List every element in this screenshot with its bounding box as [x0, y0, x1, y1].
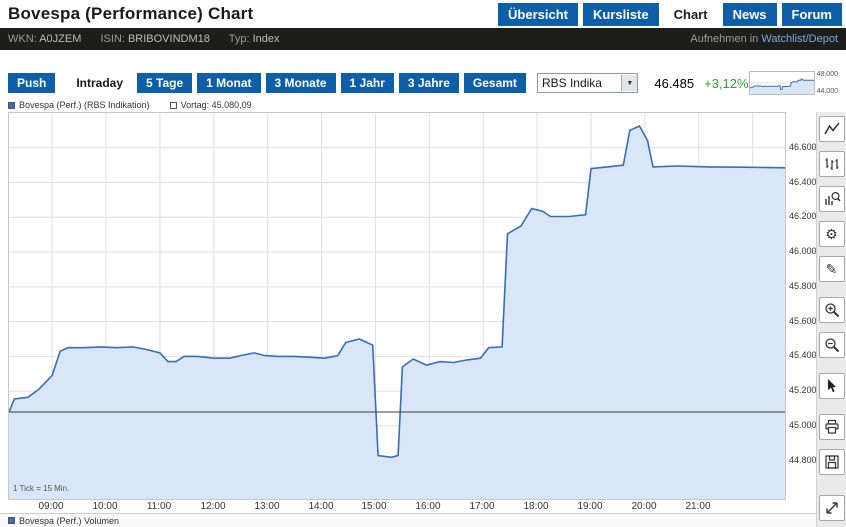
chart-analysis-button[interactable] [818, 186, 845, 212]
page-title: Bovespa (Performance) Chart [8, 4, 254, 23]
y-tick-label: 46.400 [789, 177, 817, 187]
y-tick-label: 46.000 [789, 246, 817, 256]
y-tick-label: 45.000 [789, 420, 817, 430]
wkn-value: A0JZEM [39, 33, 82, 45]
x-tick-label: 19:00 [577, 501, 603, 512]
zoom-out-icon [824, 338, 839, 353]
infobar: WKN: A0JZEM ISIN: BRIBOVINDM18 Typ: Inde… [0, 28, 846, 50]
settings-button[interactable]: ⚙ [818, 221, 845, 247]
line-chart-type-button[interactable] [818, 116, 845, 142]
chart-tool-sidebar: ⚙ ✎ [816, 112, 846, 527]
range-5-tage[interactable]: 5 Tage [137, 73, 193, 93]
isin-value: BRIBOVINDM18 [127, 33, 210, 45]
y-tick-label: 46.600 [789, 142, 817, 152]
x-tick-label: 12:00 [200, 501, 226, 512]
tab-news[interactable]: News [722, 2, 777, 26]
x-tick-label: 14:00 [308, 501, 334, 512]
x-tick-label: 21:00 [685, 501, 711, 512]
sparkline-low-label: 44.000 [816, 88, 838, 95]
isin-label: ISIN: [100, 33, 125, 45]
indicator-select-value: RBS Indika [541, 76, 602, 90]
draw-icon: ✎ [825, 261, 838, 277]
volume-legend: Bovespa (Perf.) Volumen [0, 513, 816, 527]
gear-icon: ⚙ [825, 226, 838, 242]
y-tick-label: 46.200 [789, 211, 817, 221]
range-3-jahre[interactable]: 3 Jahre [398, 73, 459, 93]
prev-close-label: Vortag: 45.080,09 [180, 100, 252, 110]
watchlist-prefix: Aufnehmen in [690, 33, 759, 45]
fullscreen-button[interactable] [818, 495, 845, 521]
cursor-mode-button[interactable] [818, 373, 845, 399]
price-change: +3,12% [704, 75, 749, 91]
volume-swatch [8, 517, 15, 524]
y-tick-label: 44.800 [789, 455, 817, 465]
header: Bovespa (Performance) Chart Übersicht Kur… [0, 0, 846, 28]
y-axis: 44.800 45.000 45.200 45.400 45.600 45.800 46.0… [789, 112, 817, 500]
ohlc-chart-icon [825, 158, 838, 170]
typ-value: Index [252, 33, 280, 45]
zoom-in-icon [824, 303, 839, 318]
prev-close-swatch [169, 101, 177, 109]
tab-chart[interactable]: Chart [663, 2, 718, 26]
save-icon [824, 455, 839, 469]
tab--bersicht[interactable]: Übersicht [498, 2, 578, 26]
x-tick-label: 15:00 [361, 501, 387, 512]
y-tick-label: 45.200 [789, 385, 817, 395]
save-button[interactable] [818, 449, 845, 475]
draw-tool-button[interactable]: ✎ [818, 256, 845, 282]
sparkline-labels: 48.000 44.000 [817, 71, 838, 95]
range-gesamt[interactable]: Gesamt [463, 73, 526, 93]
main-chart[interactable]: 1 Tick = 15 Min. [8, 112, 786, 500]
print-icon [824, 419, 839, 434]
zoom-in-button[interactable] [818, 297, 845, 323]
ohlc-chart-type-button[interactable] [818, 151, 845, 177]
x-tick-label: 16:00 [415, 501, 441, 512]
indicator-select[interactable]: RBS Indika ▼ [536, 73, 639, 93]
x-tick-label: 10:00 [92, 501, 118, 512]
series-legend-label: Bovespa (Perf.) (RBS Indikation) [19, 100, 150, 110]
range-buttons: Intraday 5 Tage 1 Monat 3 Monate 1 Jahr 3 Jah… [67, 73, 531, 93]
instrument-info: WKN: A0JZEM ISIN: BRIBOVINDM18 Typ: Inde… [8, 33, 296, 45]
x-tick-label: 20:00 [631, 501, 657, 512]
tab-forum[interactable]: Forum [781, 2, 842, 26]
x-tick-label: 18:00 [523, 501, 549, 512]
sparkline-high-label: 48.000 [816, 71, 838, 78]
top-nav: Übersicht Kursliste Chart News Forum [493, 2, 842, 26]
y-tick-label: 45.800 [789, 281, 817, 291]
range-1-monat[interactable]: 1 Monat [197, 73, 261, 93]
print-button[interactable] [818, 414, 845, 440]
wkn-label: WKN: [8, 33, 37, 45]
range-1-jahr[interactable]: 1 Jahr [340, 73, 394, 93]
x-tick-label: 13:00 [254, 501, 280, 512]
typ-label: Typ: [228, 33, 250, 45]
watchlist-area: Aufnehmen in Watchlist/Depot [690, 33, 838, 45]
cursor-icon [827, 379, 836, 393]
y-tick-label: 45.600 [789, 316, 817, 326]
x-tick-label: 09:00 [38, 501, 64, 512]
volume-legend-label: Bovespa (Perf.) Volumen [19, 515, 120, 526]
x-tick-label: 17:00 [469, 501, 495, 512]
x-axis: 09:00 10:00 11:00 12:00 13:00 14:00 15:00 16:00… [8, 501, 784, 513]
x-tick-label: 11:00 [146, 501, 172, 512]
price-value: 46.485 [654, 75, 695, 91]
line-chart-icon [823, 122, 840, 135]
range-3-monate[interactable]: 3 Monate [265, 73, 336, 93]
push-button[interactable]: Push [8, 73, 56, 93]
chart-controls: Push Intraday 5 Tage 1 Monat 3 Monate 1 Jahr… [8, 70, 838, 96]
main-chart-svg [9, 113, 785, 499]
tab-kursliste[interactable]: Kursliste [582, 2, 659, 26]
watchlist-link[interactable]: Watchlist/Depot [761, 33, 838, 45]
series-swatch [8, 101, 15, 109]
chart-legend: Bovespa (Perf.) (RBS Indikation) Vortag:… [8, 99, 252, 111]
sparkline-chart [748, 71, 815, 95]
fullscreen-icon [825, 502, 838, 514]
zoom-out-button[interactable] [818, 332, 845, 358]
y-tick-label: 45.400 [789, 350, 817, 360]
chart-analysis-icon [824, 191, 841, 205]
chevron-down-icon: ▼ [621, 75, 638, 91]
tick-interval-note: 1 Tick = 15 Min. [13, 484, 70, 493]
range-intraday[interactable]: Intraday [67, 73, 132, 93]
sparkline: 48.000 44.000 [748, 71, 838, 95]
